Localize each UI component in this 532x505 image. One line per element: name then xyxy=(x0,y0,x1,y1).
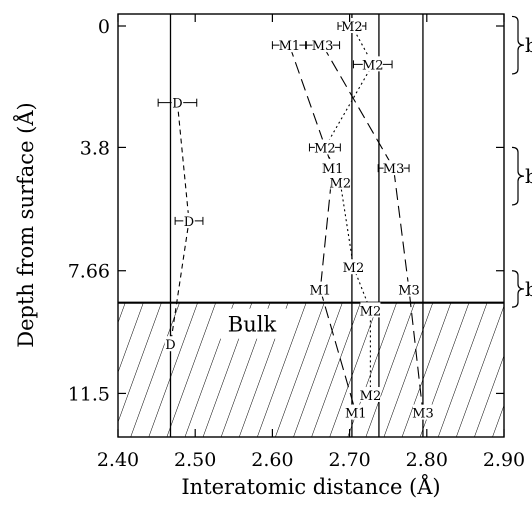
point-d-2-label-bg xyxy=(183,212,195,228)
x-axis-title: Interatomic distance (Å) xyxy=(181,474,440,499)
bracket-2 xyxy=(511,146,525,206)
point-m2-1-label-bg xyxy=(341,18,362,33)
point-m3-3-label: M3 xyxy=(398,284,420,299)
point-m2-7-label-bg xyxy=(360,387,381,403)
point-m2-3-label: M2 xyxy=(314,141,336,156)
series-line-4 xyxy=(322,44,424,413)
layer-brackets: bilayer bilayer bilayer xyxy=(511,15,532,308)
point-m3-1-label-bg xyxy=(312,37,333,53)
point-m3-1-label: M3 xyxy=(312,39,334,54)
x-tick-label-2: 2.50 xyxy=(174,449,216,471)
bracket-1 xyxy=(511,15,525,75)
point-m3-3-label-bg xyxy=(399,281,420,297)
point-d-2-label: D xyxy=(184,215,194,230)
point-m3-2-label-bg xyxy=(383,160,404,176)
point-d-1-label: D xyxy=(172,97,182,112)
y-tick-label-2: 3.8 xyxy=(80,137,110,159)
series-line-2 xyxy=(288,45,357,413)
point-m2-5-label-bg xyxy=(343,259,364,275)
point-m1-2-label: M1 xyxy=(322,162,344,177)
point-d-1-label-bg xyxy=(171,94,184,110)
x-tick-label-4: 2.70 xyxy=(328,449,370,471)
point-m2-4-label-bg xyxy=(330,174,351,190)
x-tick-label-1: 2.40 xyxy=(97,449,139,471)
bulk-hatch xyxy=(118,302,504,437)
bracket-label-2: bilayer xyxy=(525,164,532,188)
y-tick-label-3: 7.66 xyxy=(68,261,110,283)
point-m2-2-label: M2 xyxy=(362,58,384,73)
reference-lines xyxy=(169,14,424,437)
y-axis-title: Depth from surface (Å) xyxy=(13,102,38,347)
point-m2-6-label: M2 xyxy=(360,304,382,319)
y-tick-label-1: 0 xyxy=(98,16,110,38)
point-m1-3-label-bg xyxy=(310,281,331,297)
y-tick-label-4: 11.5 xyxy=(68,383,110,405)
point-d-3-label-bg xyxy=(164,336,177,352)
point-m1-1-label-bg xyxy=(279,37,300,53)
x-tick-label-5: 2.80 xyxy=(406,449,448,471)
point-m3-4-label: M3 xyxy=(412,407,434,422)
point-m2-6-label-bg xyxy=(360,302,381,318)
x-tick-label-3: 2.60 xyxy=(251,449,293,471)
plot-frame xyxy=(117,13,505,438)
point-m2-2-label-bg xyxy=(362,56,383,72)
axis-ticks: 2.40 2.50 2.60 2.70 2.80 2.90 0 3.8 7.66 11.5 xyxy=(68,14,525,471)
point-m1-3-label: M1 xyxy=(309,284,331,299)
bulk-label: Bulk xyxy=(228,313,277,337)
point-m1-4-label: M1 xyxy=(345,407,367,422)
x-tick-label-6: 2.90 xyxy=(483,449,525,471)
point-m1-2-label-bg xyxy=(322,160,343,176)
bulk-region: Bulk xyxy=(118,301,504,437)
point-m2-7-label: M2 xyxy=(360,389,382,404)
point-m3-4-label-bg xyxy=(412,404,433,420)
point-m2-4-label: M2 xyxy=(330,177,352,192)
point-m2-5-label: M2 xyxy=(343,261,365,276)
bracket-label-3: bilayer xyxy=(525,277,532,301)
bracket-3 xyxy=(511,270,525,308)
point-m1-4-label-bg xyxy=(345,404,366,420)
point-d-3-label: D xyxy=(165,338,175,353)
point-m2-3-label-bg xyxy=(314,139,335,155)
point-m2-1-label: M2 xyxy=(341,20,363,35)
point-m3-2-label: M3 xyxy=(383,162,405,177)
bulk-label-bg xyxy=(214,308,290,339)
bracket-label-1: bilayer xyxy=(525,33,532,57)
point-m1-1-label: M1 xyxy=(279,39,301,54)
